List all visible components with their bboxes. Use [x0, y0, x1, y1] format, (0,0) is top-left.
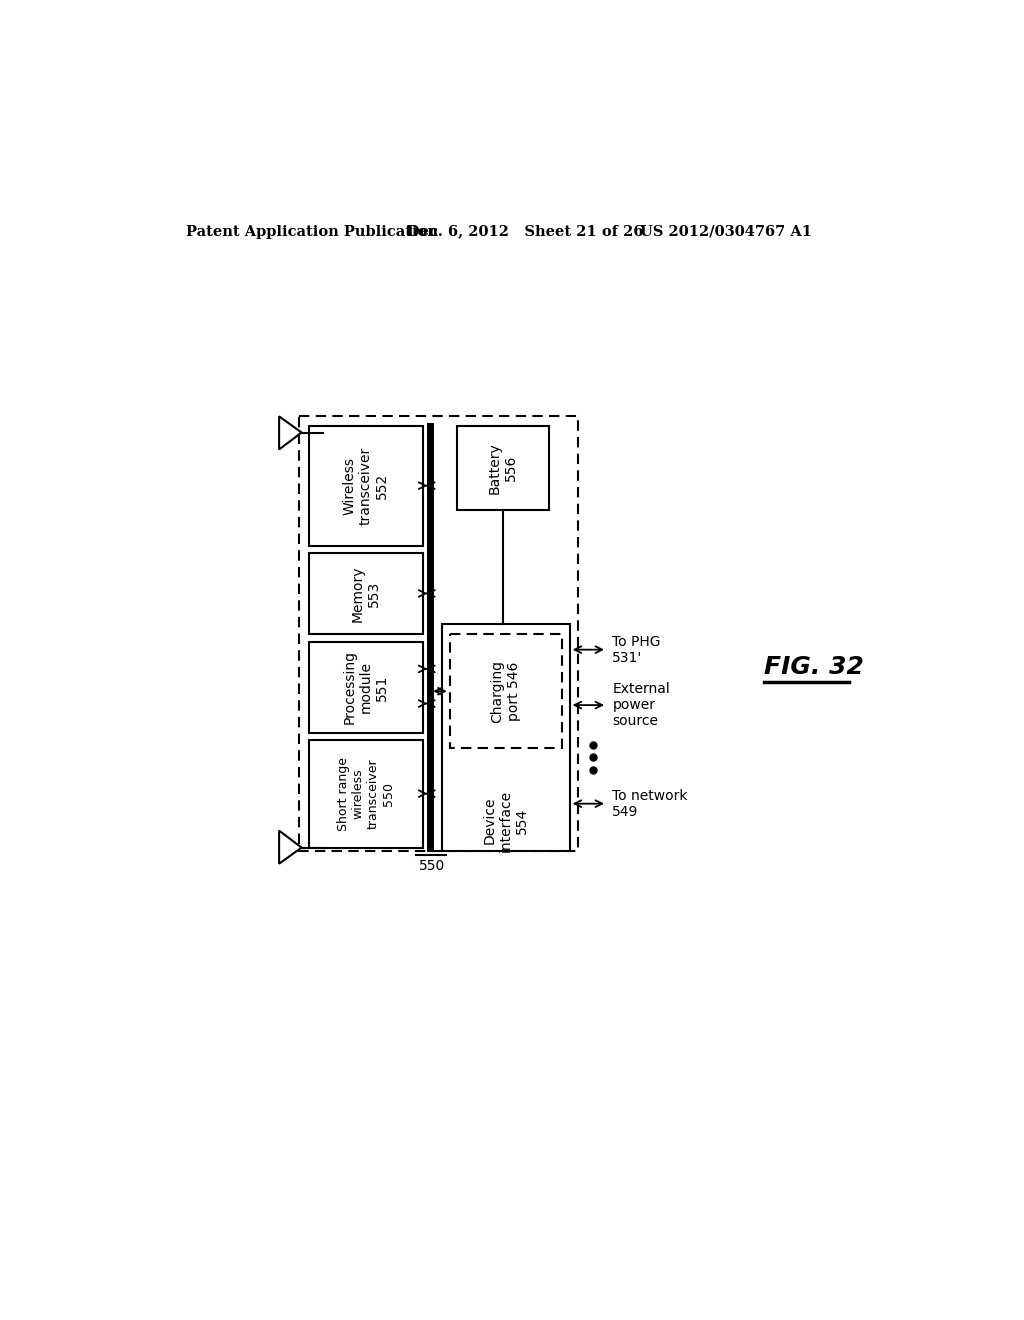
- Text: FIG. 32: FIG. 32: [764, 655, 863, 678]
- Text: Device
interface
554: Device interface 554: [482, 789, 528, 851]
- Text: Short range
wireless
transceiver
550: Short range wireless transceiver 550: [337, 756, 395, 830]
- Text: US 2012/0304767 A1: US 2012/0304767 A1: [640, 224, 811, 239]
- Bar: [442, 624, 569, 851]
- Text: External
power
source: External power source: [612, 682, 670, 729]
- Bar: [299, 416, 578, 851]
- Text: Charging
port 546: Charging port 546: [490, 660, 520, 723]
- Text: Memory
553: Memory 553: [351, 565, 381, 622]
- Text: Processing
module
551: Processing module 551: [343, 651, 389, 725]
- Text: Wireless
transceiver
552: Wireless transceiver 552: [343, 446, 389, 525]
- Text: Battery
556: Battery 556: [488, 442, 518, 494]
- Text: Patent Application Publication: Patent Application Publication: [186, 224, 438, 239]
- Bar: [308, 426, 423, 545]
- Bar: [308, 642, 423, 733]
- Text: To PHG
531': To PHG 531': [612, 635, 660, 665]
- Text: To network
549: To network 549: [612, 788, 688, 818]
- Bar: [450, 635, 562, 748]
- Bar: [308, 739, 423, 847]
- Bar: [308, 553, 423, 635]
- Text: Dec. 6, 2012   Sheet 21 of 26: Dec. 6, 2012 Sheet 21 of 26: [407, 224, 643, 239]
- Bar: [458, 426, 549, 510]
- Text: 550: 550: [419, 859, 444, 873]
